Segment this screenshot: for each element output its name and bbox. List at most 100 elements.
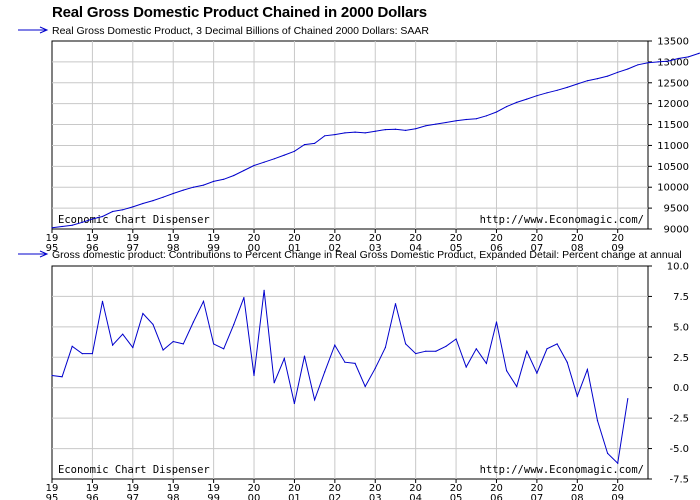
data-point	[607, 452, 609, 454]
data-point	[61, 225, 63, 228]
data-point	[324, 371, 326, 373]
data-point	[506, 370, 508, 372]
x-tick-label: 20	[409, 483, 422, 494]
data-point	[71, 224, 73, 226]
x-tick-label: 19	[46, 483, 59, 494]
data-point	[516, 385, 518, 388]
x-tick-label: 06	[490, 243, 503, 254]
x-tick-label: 19	[207, 233, 220, 244]
data-point	[556, 89, 558, 91]
x-tick-label: 20	[409, 233, 422, 244]
data-point	[263, 161, 265, 163]
x-tick-label: 20	[490, 483, 503, 494]
data-point	[617, 71, 619, 73]
watermark-left: Economic Chart Dispenser	[58, 214, 210, 226]
data-point	[334, 134, 336, 136]
data-point	[283, 357, 285, 360]
x-tick-label: 01	[288, 243, 301, 254]
data-point	[415, 128, 417, 130]
data-point	[455, 338, 457, 340]
data-point	[415, 353, 417, 355]
data-point	[81, 221, 83, 223]
x-tick-label: 03	[369, 243, 382, 254]
data-point	[384, 346, 386, 349]
x-tick-label: 96	[86, 493, 99, 500]
data-point	[506, 106, 508, 108]
x-tick-label: 20	[369, 483, 382, 494]
data-point	[526, 98, 528, 100]
data-point	[495, 111, 498, 113]
data-point	[445, 121, 447, 124]
y-tick-label: 0.0	[673, 383, 689, 394]
x-tick-label: 04	[409, 493, 422, 500]
data-point	[394, 128, 397, 130]
data-point	[516, 101, 518, 103]
x-tick-label: 05	[450, 493, 463, 500]
data-point	[202, 184, 205, 186]
x-tick-label: 20	[611, 233, 624, 244]
legend-arrow-icon	[39, 250, 49, 258]
data-point	[202, 300, 205, 302]
x-tick-label: 20	[328, 233, 341, 244]
legend-label: Real Gross Domestic Product, 3 Decimal B…	[52, 25, 429, 37]
data-point	[586, 80, 589, 82]
y-tick-label: -7.5	[669, 475, 689, 486]
data-point	[51, 227, 53, 229]
data-point	[51, 374, 53, 377]
y-tick-label: 9500	[664, 204, 689, 215]
x-tick-label: 20	[450, 233, 463, 244]
data-point	[425, 350, 427, 352]
x-tick-label: 09	[611, 243, 624, 254]
data-point	[435, 350, 437, 352]
data-point	[263, 289, 265, 291]
data-point	[344, 132, 346, 134]
y-tick-label: -5.0	[669, 444, 689, 455]
x-tick-label: 01	[288, 493, 301, 500]
x-tick-label: 19	[86, 233, 99, 244]
data-point	[122, 333, 124, 335]
data-point	[596, 78, 599, 80]
data-point	[314, 399, 316, 401]
data-point	[596, 420, 599, 422]
data-point	[182, 343, 184, 345]
data-point	[384, 129, 386, 131]
data-point	[354, 131, 356, 133]
x-tick-label: 20	[248, 233, 261, 244]
x-tick-label: 20	[531, 483, 544, 494]
data-point	[162, 196, 164, 198]
x-tick-label: 20	[328, 483, 341, 494]
y-tick-label: 11500	[657, 120, 689, 131]
data-point	[243, 169, 245, 172]
x-tick-label: 20	[450, 483, 463, 494]
data-point	[314, 142, 316, 144]
data-point	[526, 350, 528, 352]
data-point	[364, 385, 366, 388]
x-tick-label: 95	[46, 243, 59, 254]
data-point	[142, 202, 144, 205]
x-tick-label: 07	[531, 243, 544, 254]
y-tick-label: 10000	[657, 183, 689, 194]
data-point	[122, 209, 124, 211]
data-point	[293, 150, 295, 152]
data-point	[485, 362, 487, 364]
data-point	[576, 83, 578, 85]
x-tick-label: 05	[450, 243, 463, 254]
data-point	[273, 382, 275, 384]
x-tick-label: 95	[46, 493, 59, 500]
data-point	[61, 376, 63, 378]
data-point	[647, 62, 649, 64]
x-tick-label: 19	[167, 233, 180, 244]
data-point	[556, 343, 558, 345]
legend-arrow-icon	[39, 26, 49, 34]
data-point	[445, 345, 447, 347]
data-point	[364, 132, 366, 134]
y-tick-label: 5.0	[673, 322, 689, 333]
data-point	[394, 303, 397, 305]
y-tick-label: 12000	[657, 99, 689, 110]
data-point	[667, 60, 669, 62]
x-tick-label: 20	[248, 483, 261, 494]
data-point	[172, 340, 174, 343]
data-point	[475, 348, 477, 350]
data-point	[253, 374, 255, 377]
